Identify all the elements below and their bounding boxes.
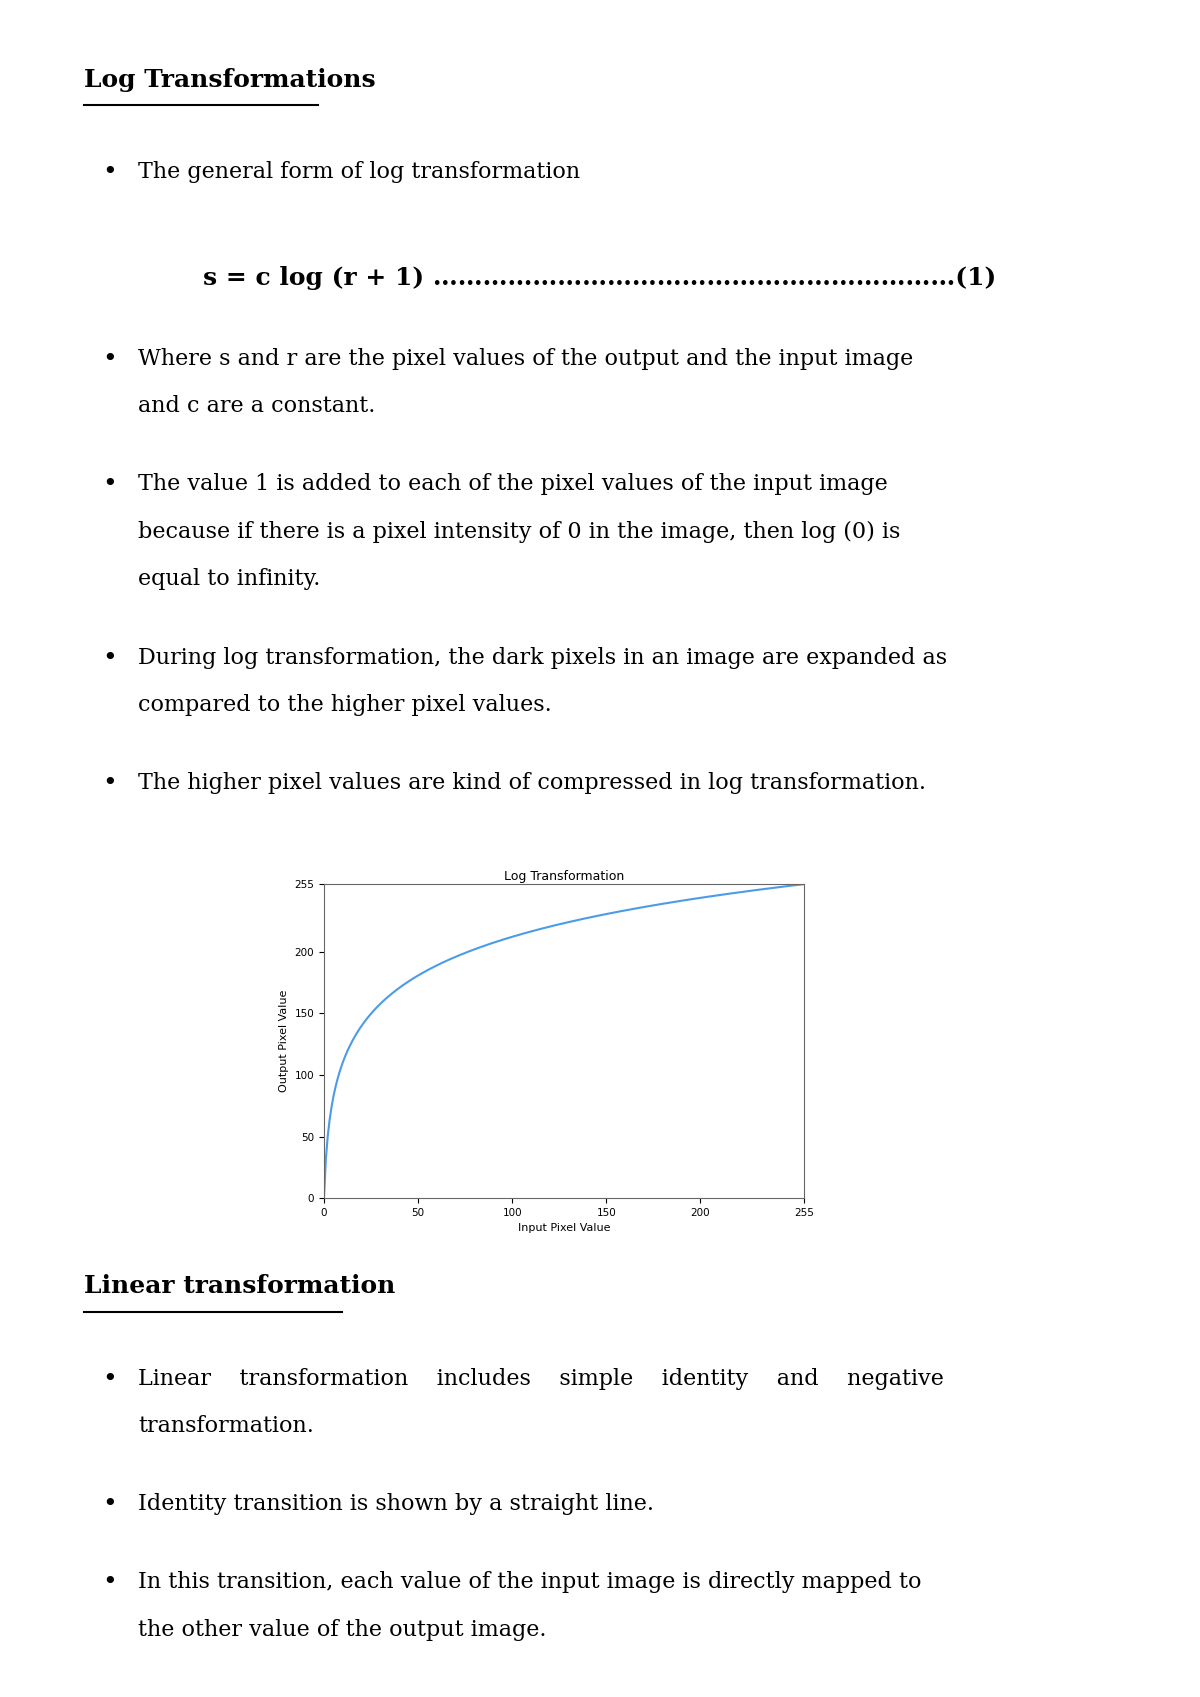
Text: The value 1 is added to each of the pixel values of the input image: The value 1 is added to each of the pixe… xyxy=(138,473,888,496)
Text: •: • xyxy=(102,1571,116,1595)
Text: s = c log (r + 1) ………………………………………………………(1): s = c log (r + 1) ………………………………………………………(… xyxy=(203,266,997,290)
Text: Log Transformations: Log Transformations xyxy=(84,68,376,92)
Text: During log transformation, the dark pixels in an image are expanded as: During log transformation, the dark pixe… xyxy=(138,647,947,669)
Text: and c are a constant.: and c are a constant. xyxy=(138,395,376,417)
Title: Log Transformation: Log Transformation xyxy=(504,871,624,882)
Text: Where s and r are the pixel values of the output and the input image: Where s and r are the pixel values of th… xyxy=(138,348,913,370)
Text: because if there is a pixel intensity of 0 in the image, then log (0) is: because if there is a pixel intensity of… xyxy=(138,521,900,543)
Text: •: • xyxy=(102,161,116,185)
Text: •: • xyxy=(102,647,116,670)
Text: compared to the higher pixel values.: compared to the higher pixel values. xyxy=(138,694,552,716)
Text: In this transition, each value of the input image is directly mapped to: In this transition, each value of the in… xyxy=(138,1571,922,1593)
Text: the other value of the output image.: the other value of the output image. xyxy=(138,1619,546,1641)
Text: Linear transformation: Linear transformation xyxy=(84,1274,395,1298)
Text: Linear    transformation    includes    simple    identity    and    negative: Linear transformation includes simple id… xyxy=(138,1368,944,1390)
Text: The general form of log transformation: The general form of log transformation xyxy=(138,161,580,183)
Y-axis label: Output Pixel Value: Output Pixel Value xyxy=(278,989,289,1093)
Text: •: • xyxy=(102,348,116,372)
X-axis label: Input Pixel Value: Input Pixel Value xyxy=(517,1224,611,1234)
Text: equal to infinity.: equal to infinity. xyxy=(138,568,320,591)
Text: •: • xyxy=(102,1368,116,1392)
Text: •: • xyxy=(102,772,116,796)
Text: •: • xyxy=(102,1493,116,1517)
Text: Identity transition is shown by a straight line.: Identity transition is shown by a straig… xyxy=(138,1493,654,1515)
Text: •: • xyxy=(102,473,116,497)
Text: The higher pixel values are kind of compressed in log transformation.: The higher pixel values are kind of comp… xyxy=(138,772,926,794)
Text: transformation.: transformation. xyxy=(138,1415,314,1437)
